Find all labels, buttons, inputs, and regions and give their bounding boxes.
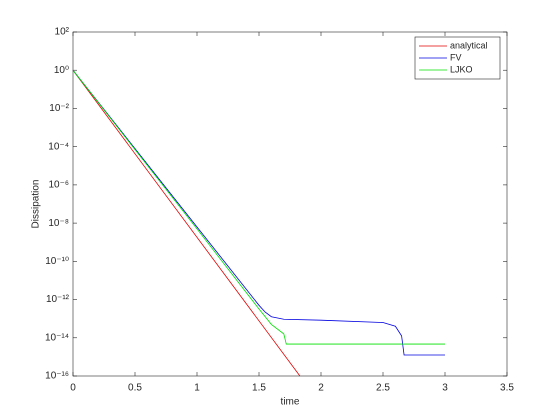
x-tick-label: 2.5: [376, 383, 390, 394]
y-tick-label: 10⁻¹⁴: [45, 332, 69, 343]
y-tick-label: 10⁻⁶: [48, 180, 69, 191]
x-tick-label: 2: [318, 383, 324, 394]
line: [72, 69, 445, 356]
y-tick-label: 10⁻¹²: [46, 294, 70, 305]
y-axis-label: Dissipation: [31, 180, 42, 229]
y-tick-label: 10⁻¹⁶: [45, 371, 69, 382]
y-tick-label: 10⁻⁸: [48, 218, 69, 229]
y-tick-label: 10⁻²: [49, 103, 69, 114]
x-tick-label: 3: [442, 383, 448, 394]
line: [72, 69, 301, 377]
x-axis-label: time: [281, 397, 300, 408]
x-tick-label: 1: [194, 383, 200, 394]
x-tick-label: 1.5: [252, 383, 266, 394]
x-tick-label: 0.5: [128, 383, 142, 394]
y-tick-label: 10⁻¹⁰: [45, 256, 69, 267]
x-tick-label: 3.5: [500, 383, 514, 394]
y-tick-label: 10²: [55, 27, 70, 38]
line: [72, 69, 445, 345]
legend-label: analytical: [450, 40, 488, 50]
x-tick-label: 0: [70, 383, 76, 394]
y-tick-label: 10⁰: [54, 65, 69, 76]
y-tick-label: 10⁻⁴: [48, 141, 69, 152]
legend-label: FV: [450, 52, 462, 62]
legend-label: LJKO: [450, 64, 473, 74]
plot-frame: [72, 31, 508, 377]
